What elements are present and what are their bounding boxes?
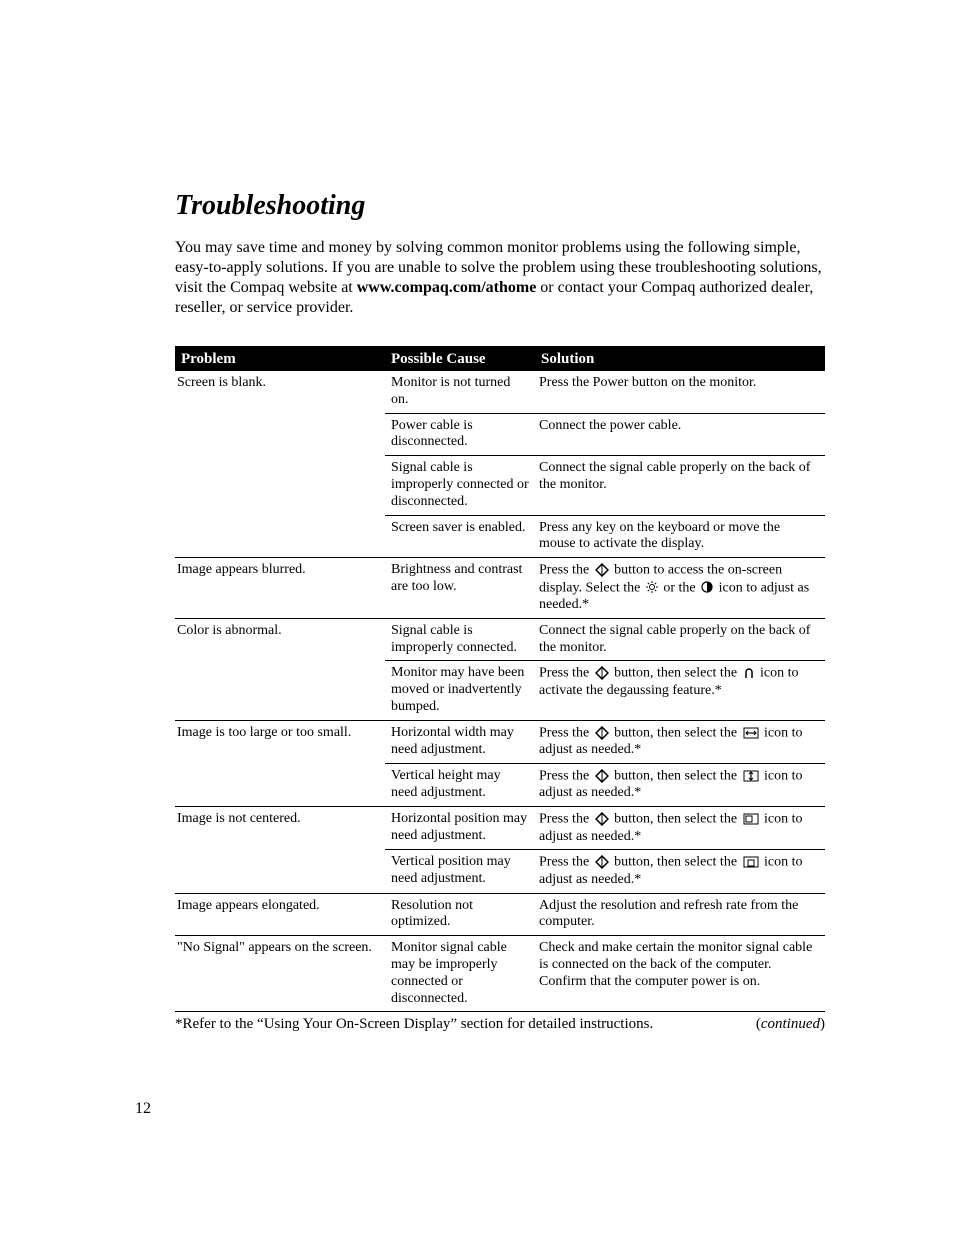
cell-solution: Connect the signal cable properly on the…	[535, 619, 825, 661]
cell-problem: Image appears elongated.	[175, 894, 385, 936]
vertical-height-icon	[743, 768, 759, 785]
table-row: Screen saver is enabled. Press any key o…	[175, 515, 825, 558]
cell-cause: Horizontal width may need adjustment.	[385, 721, 535, 763]
cell-solution: Press the button, then select the icon t…	[535, 721, 825, 763]
cell-cause: Brightness and contrast are too low.	[385, 558, 535, 618]
cell-solution: Check and make certain the monitor signa…	[535, 936, 825, 1011]
table-row: "No Signal" appears on the screen. Monit…	[175, 936, 825, 1011]
troubleshooting-table: Problem Possible Cause Solution Screen i…	[175, 346, 825, 1012]
cell-problem: Screen is blank.	[175, 371, 385, 413]
row-group: Image appears elongated. Resolution not …	[175, 894, 825, 937]
cell-problem: "No Signal" appears on the screen.	[175, 936, 385, 1011]
cell-cause: Power cable is disconnected.	[385, 413, 535, 456]
footnote-row: *Refer to the “Using Your On-Screen Disp…	[175, 1016, 825, 1033]
cell-cause: Monitor is not turned on.	[385, 371, 535, 413]
section-title: Troubleshooting	[175, 190, 865, 222]
row-group: Image is not centered. Horizontal positi…	[175, 807, 825, 893]
col-header-solution: Solution	[535, 348, 825, 371]
cell-solution: Press the button, then select the icon t…	[535, 660, 825, 719]
sol-text: button, then select the	[614, 725, 740, 740]
cell-cause: Signal cable is improperly connected or …	[385, 455, 535, 514]
table-header-row: Problem Possible Cause Solution	[175, 348, 825, 371]
brightness-icon	[646, 580, 658, 597]
table-row: Monitor may have been moved or inadverte…	[175, 660, 825, 719]
sol-text: or the	[663, 580, 699, 595]
table-row: Image appears elongated. Resolution not …	[175, 894, 825, 936]
cell-solution: Adjust the resolution and refresh rate f…	[535, 894, 825, 936]
sol-text: button, then select the	[614, 812, 740, 827]
col-header-problem: Problem	[175, 348, 385, 371]
cell-solution: Press the Power button on the monitor.	[535, 371, 825, 413]
sol-text: Press the	[539, 666, 593, 681]
cell-problem: Color is abnormal.	[175, 619, 385, 661]
horizontal-width-icon	[743, 725, 759, 742]
cell-problem: Image appears blurred.	[175, 558, 385, 618]
continued-label: (continued)	[756, 1016, 825, 1033]
table-row: Power cable is disconnected. Connect the…	[175, 413, 825, 456]
cell-problem: Image is too large or too small.	[175, 721, 385, 763]
cell-solution: Press the button to access the on-screen…	[535, 558, 825, 618]
sol-text: button, then select the	[614, 666, 740, 681]
row-group: Color is abnormal. Signal cable is impro…	[175, 619, 825, 721]
cell-cause: Resolution not optimized.	[385, 894, 535, 936]
cell-cause: Vertical height may need adjustment.	[385, 763, 535, 806]
cell-solution: Press any key on the keyboard or move th…	[535, 515, 825, 558]
cell-solution: Press the button, then select the icon t…	[535, 849, 825, 892]
table-row: Signal cable is improperly connected or …	[175, 455, 825, 514]
sol-text: Press the	[539, 725, 593, 740]
table-row: Image is too large or too small. Horizon…	[175, 721, 825, 763]
table-row: Image is not centered. Horizontal positi…	[175, 807, 825, 849]
table-row: Vertical height may need adjustment. Pre…	[175, 763, 825, 806]
cell-solution: Press the button, then select the icon t…	[535, 763, 825, 806]
row-group: Image is too large or too small. Horizon…	[175, 721, 825, 807]
intro-url: www.compaq.com/athome	[357, 279, 537, 296]
horizontal-position-icon	[743, 811, 759, 828]
contrast-icon	[701, 580, 713, 597]
menu-icon	[595, 854, 609, 871]
table-row: Color is abnormal. Signal cable is impro…	[175, 619, 825, 661]
cell-cause: Monitor may have been moved or inadverte…	[385, 660, 535, 719]
menu-icon	[595, 562, 609, 579]
cell-cause: Signal cable is improperly connected.	[385, 619, 535, 661]
menu-icon	[595, 665, 609, 682]
intro-paragraph: You may save time and money by solving c…	[175, 238, 825, 318]
table-row: Image appears blurred. Brightness and co…	[175, 558, 825, 618]
menu-icon	[595, 811, 609, 828]
sol-text: Press the	[539, 855, 593, 870]
sol-text: button, then select the	[614, 855, 740, 870]
row-group: Image appears blurred. Brightness and co…	[175, 558, 825, 619]
cell-cause: Vertical position may need adjustment.	[385, 849, 535, 892]
footnote-text: *Refer to the “Using Your On-Screen Disp…	[175, 1016, 653, 1033]
degauss-icon	[743, 665, 755, 682]
cell-cause: Screen saver is enabled.	[385, 515, 535, 558]
row-group: "No Signal" appears on the screen. Monit…	[175, 936, 825, 1012]
cell-solution: Connect the signal cable properly on the…	[535, 455, 825, 514]
table-row: Screen is blank. Monitor is not turned o…	[175, 371, 825, 413]
cell-solution: Press the button, then select the icon t…	[535, 807, 825, 849]
menu-icon	[595, 768, 609, 785]
sol-text: Press the	[539, 812, 593, 827]
row-group: Screen is blank. Monitor is not turned o…	[175, 371, 825, 558]
cell-cause: Horizontal position may need adjustment.	[385, 807, 535, 849]
sol-text: Press the	[539, 563, 593, 578]
cell-solution: Connect the power cable.	[535, 413, 825, 456]
table-row: Vertical position may need adjustment. P…	[175, 849, 825, 892]
vertical-position-icon	[743, 854, 759, 871]
cell-problem: Image is not centered.	[175, 807, 385, 849]
menu-icon	[595, 725, 609, 742]
page-number: 12	[135, 1100, 151, 1118]
cell-cause: Monitor signal cable may be improperly c…	[385, 936, 535, 1011]
sol-text: Press the	[539, 769, 593, 784]
col-header-cause: Possible Cause	[385, 348, 535, 371]
sol-text: button, then select the	[614, 769, 740, 784]
